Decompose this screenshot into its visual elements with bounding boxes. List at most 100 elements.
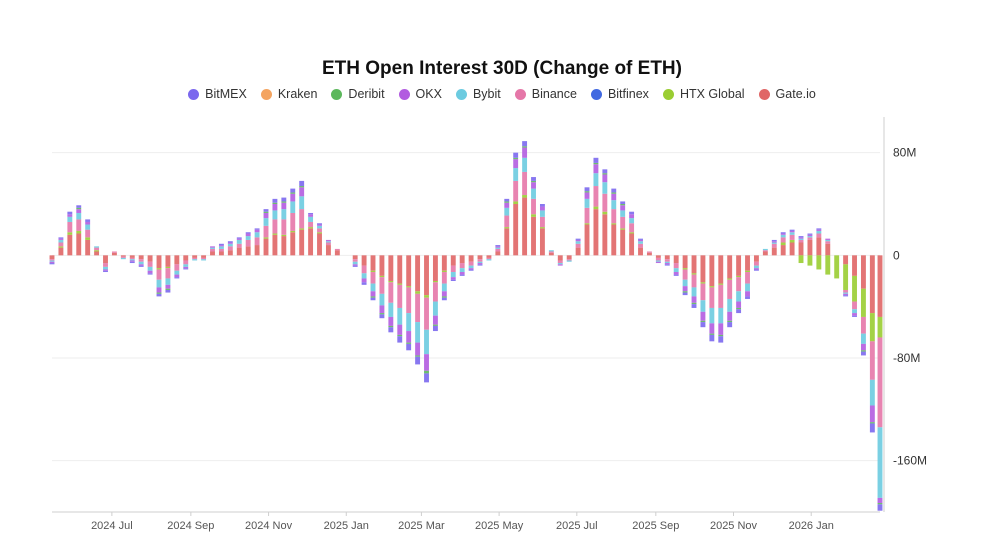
bar-segment-deribit (602, 173, 608, 175)
bar-segment-deribit (611, 192, 617, 194)
bar-segment-bitmex (575, 238, 581, 240)
legend-item-deribit[interactable]: Deribit (331, 87, 385, 101)
bar-segment-bybit (513, 168, 519, 181)
bar-segment-okx (397, 324, 403, 335)
bar-segment-binance (459, 263, 465, 269)
bar-segment-okx (49, 261, 55, 264)
bar-segment-bitmex (673, 274, 679, 276)
bar-segment-bybit (718, 307, 724, 324)
bar-segment-okx (638, 239, 643, 242)
bar-segment-binance (352, 259, 358, 262)
bar-segment-okx (236, 238, 242, 240)
bar-segment-deribit (397, 334, 403, 337)
bar-segment-okx (183, 266, 189, 269)
bar-segment-binance (450, 265, 456, 273)
bar-segment-gate-io (646, 252, 652, 256)
bar-segment-binance (388, 282, 394, 303)
bar-segment-okx (245, 233, 251, 237)
bar-segment-binance (566, 259, 572, 261)
bar-segment-binance (486, 257, 492, 260)
bar-segment-okx (718, 323, 724, 335)
bar-segment-okx (602, 174, 608, 183)
bar-segment-okx (388, 316, 394, 326)
bar-segment-gate-io (192, 255, 198, 258)
bar-segment-bitmex (103, 270, 108, 273)
bar-segment-bitmex (147, 273, 153, 275)
y-tick-label: -80M (893, 351, 920, 365)
bar-segment-gate-io (584, 224, 590, 256)
bar-segment-htx-global (379, 275, 385, 278)
bar-segment-deribit (869, 422, 875, 424)
bar-segment-binance (379, 277, 385, 294)
bar-segment-gate-io (486, 255, 492, 258)
legend-label: Binance (531, 87, 577, 101)
bar-segment-bybit (504, 207, 510, 216)
bar-segment-okx (816, 229, 822, 231)
bar-segment-bitmex (76, 205, 82, 208)
bar-segment-bitmex (85, 219, 91, 222)
bar-segment-bybit (843, 292, 849, 294)
bar-segment-bybit (486, 259, 492, 261)
bar-segment-htx-global (789, 239, 795, 243)
bar-segment-okx (85, 221, 91, 225)
legend-label: Bitfinex (607, 87, 649, 101)
bar-segment-gate-io (370, 255, 376, 271)
bar-segment-gate-io (361, 255, 367, 266)
bar-segment-bitmex (602, 169, 608, 174)
bar-segment-gate-io (816, 237, 822, 256)
bar-segment-binance (869, 341, 875, 380)
bar-segment-gate-io (183, 255, 189, 261)
legend-item-gate-io[interactable]: Gate.io (758, 87, 816, 101)
bar-segment-gate-io (432, 255, 438, 281)
bar-segment-htx-global (67, 232, 73, 235)
legend-item-bybit[interactable]: Bybit (455, 87, 501, 101)
bar-segment-binance (548, 251, 554, 253)
bar-segment-okx (620, 205, 626, 211)
bar-segment-htx-global (798, 255, 804, 264)
bar-segment-deribit (290, 192, 296, 194)
bar-segment-bitmex (593, 157, 599, 163)
bar-segment-htx-global (682, 268, 688, 270)
bar-segment-gate-io (379, 255, 385, 276)
legend-item-okx[interactable]: OKX (398, 87, 442, 101)
bar-segment-okx (664, 263, 670, 265)
bar-segment-bybit (495, 247, 501, 249)
bar-segment-htx-global (504, 227, 510, 229)
legend-item-htx-global[interactable]: HTX Global (662, 87, 745, 101)
bar-segment-gate-io (602, 214, 608, 256)
bar-segment-bitmex (183, 268, 189, 270)
bar-segment-htx-global (513, 201, 519, 204)
legend-marker (188, 88, 200, 100)
bar-segment-bybit (877, 427, 883, 498)
bar-segment-bitmex (424, 373, 429, 383)
bar-segment-binance (638, 243, 643, 248)
bar-segment-okx (522, 147, 528, 158)
legend-item-binance[interactable]: Binance (514, 87, 577, 101)
bar-segment-okx (807, 234, 813, 237)
bar-segment-deribit (718, 334, 724, 337)
bar-segment-binance (227, 246, 233, 251)
bar-segment-bybit (308, 216, 314, 222)
legend-item-bitmex[interactable]: BitMEX (188, 87, 247, 101)
bar-segment-gate-io (477, 255, 483, 260)
bar-segment-gate-io (522, 197, 528, 256)
bar-segment-bybit (281, 209, 287, 220)
bar-segment-gate-io (281, 236, 287, 256)
bar-segment-bybit (120, 257, 126, 260)
bar-segment-binance (646, 251, 652, 253)
bar-segment-binance (210, 248, 215, 252)
bar-segment-bybit (58, 239, 64, 243)
bar-segment-bybit (620, 210, 626, 217)
bar-segment-deribit (620, 204, 626, 206)
legend-item-kraken[interactable]: Kraken (260, 87, 317, 101)
bar-segment-htx-global (415, 291, 421, 294)
bar-segment-binance (218, 248, 224, 252)
bar-segment-bybit (218, 246, 224, 249)
bar-segment-gate-io (860, 255, 866, 289)
bar-segment-bybit (727, 298, 733, 312)
legend-item-bitfinex[interactable]: Bitfinex (590, 87, 649, 101)
bar-segment-binance (673, 263, 679, 269)
bar-segment-bybit (825, 239, 831, 242)
bar-segment-gate-io (459, 255, 465, 264)
bar-segment-bybit (638, 241, 643, 244)
